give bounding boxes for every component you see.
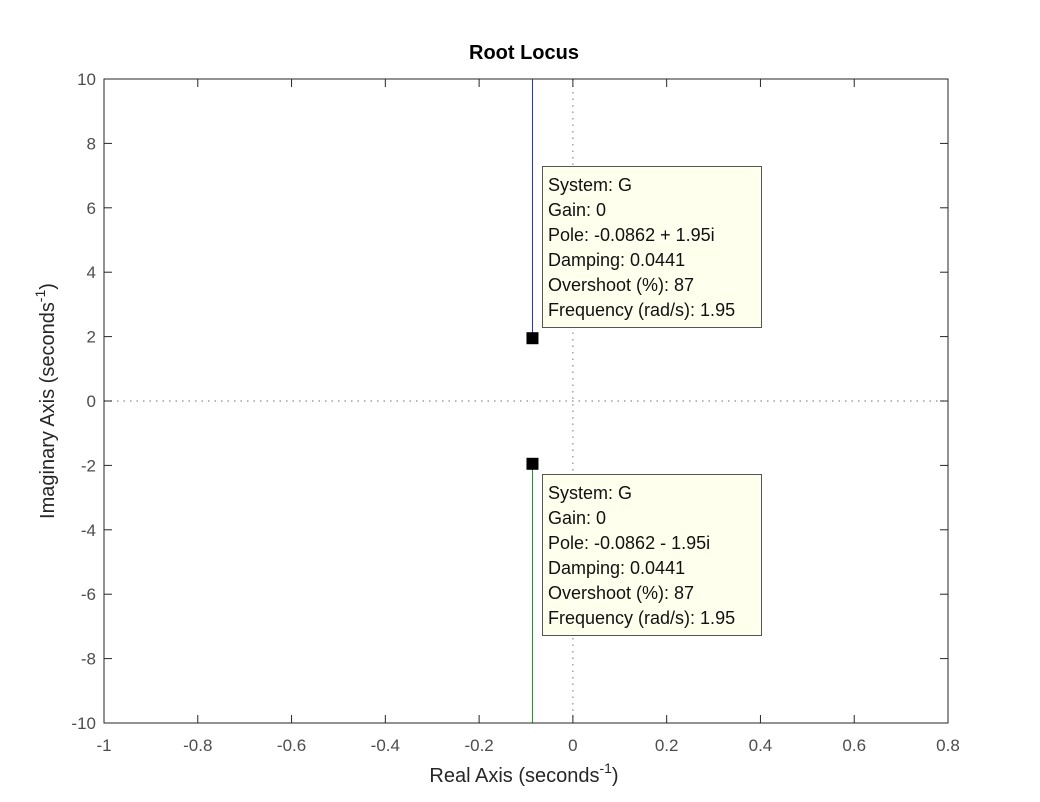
x-tick-label: 0.6 [842, 736, 866, 755]
x-tick-label: 0.4 [749, 736, 773, 755]
x-tick-label: -0.8 [183, 736, 212, 755]
datatip-pole: Pole: -0.0862 - 1.95i [548, 533, 711, 553]
y-tick-label: -6 [81, 585, 96, 604]
y-tick-label: -10 [71, 714, 96, 733]
y-tick-label: 0 [87, 392, 96, 411]
y-tick-label: -4 [81, 521, 96, 540]
y-tick-labels: 10 8 6 4 2 0 -2 -4 -6 -8 -10 [71, 70, 96, 733]
x-tick-label: 0 [568, 736, 577, 755]
x-tick-label: -0.6 [277, 736, 306, 755]
datatip-frequency: Frequency (rad/s): 1.95 [548, 608, 736, 628]
datatip-overshoot: Overshoot (%): 87 [548, 275, 695, 295]
x-tick-label: -1 [96, 736, 111, 755]
zero-lines [104, 79, 948, 723]
y-tick-label: 4 [87, 263, 96, 282]
pole-markers [526, 332, 539, 470]
y-tick-label: -2 [81, 456, 96, 475]
y-tick-label: 8 [87, 134, 96, 153]
datatip-gain: Gain: 0 [548, 200, 607, 220]
x-tick-label: 0.8 [936, 736, 960, 755]
datatip-damping: Damping: 0.0441 [548, 250, 686, 270]
datatip-upper-pole[interactable]: System: G Gain: 0 Pole: -0.0862 + 1.95i … [542, 166, 762, 328]
datatip-damping: Damping: 0.0441 [548, 558, 686, 578]
datatip-system: System: G [548, 483, 633, 503]
x-tick-label: -0.2 [464, 736, 493, 755]
plot-area [104, 79, 948, 723]
x-tick-label: 0.2 [655, 736, 679, 755]
plot-frame [103, 78, 949, 724]
x-tick-labels: -1 -0.8 -0.6 -0.4 -0.2 0 0.2 0.4 0.6 0.8 [96, 736, 959, 755]
datatip-pole: Pole: -0.0862 + 1.95i [548, 225, 715, 245]
datatip-overshoot: Overshoot (%): 87 [548, 583, 695, 603]
y-axis-label: Imaginary Axis (seconds-1) [32, 283, 59, 519]
axis-ticks [103, 78, 949, 724]
x-tick-label: -0.4 [371, 736, 400, 755]
y-tick-label: 2 [87, 328, 96, 347]
pole-marker-upper[interactable] [526, 332, 539, 345]
datatip-system: System: G [548, 175, 633, 195]
pole-marker-lower[interactable] [526, 457, 539, 470]
datatip-gain: Gain: 0 [548, 508, 607, 528]
datatip-lower-pole[interactable]: System: G Gain: 0 Pole: -0.0862 - 1.95i … [542, 474, 762, 636]
datatip-frequency: Frequency (rad/s): 1.95 [548, 300, 736, 320]
x-axis-label: Real Axis (seconds-1) [429, 760, 618, 787]
y-tick-label: -8 [81, 650, 96, 669]
chart-title: Root Locus [469, 42, 579, 64]
y-tick-label: 10 [77, 70, 96, 89]
y-tick-label: 6 [87, 199, 96, 218]
